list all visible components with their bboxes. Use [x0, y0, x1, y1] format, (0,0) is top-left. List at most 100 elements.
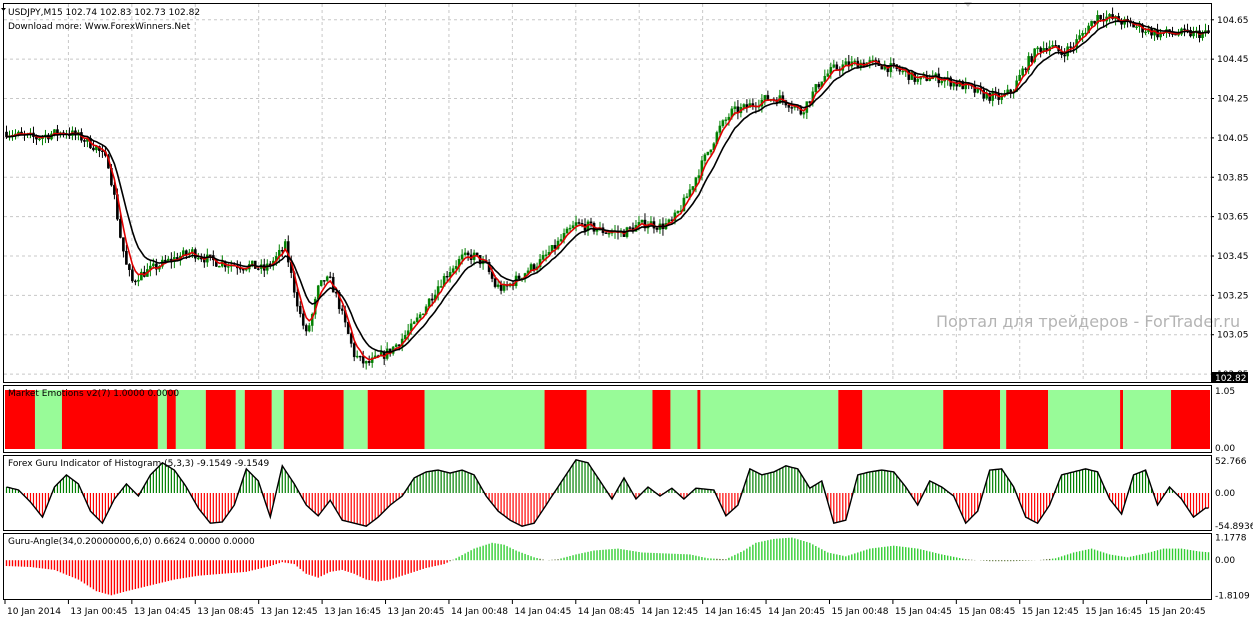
- candle-body: [394, 344, 398, 348]
- emotion-bull-block: [1000, 390, 1007, 449]
- candle-body: [496, 284, 500, 287]
- candle-body: [532, 264, 536, 270]
- shift-marker-icon[interactable]: [964, 2, 972, 7]
- emotion-bear-block: [544, 390, 587, 449]
- candle-body: [691, 186, 695, 190]
- candle-body: [826, 73, 830, 77]
- candle-body: [349, 333, 353, 344]
- candle-body: [1033, 48, 1036, 62]
- candle-body: [571, 225, 575, 229]
- emotion-bull-block: [700, 390, 839, 449]
- angle-tick-label: -1.8109: [1215, 591, 1250, 601]
- candle-body: [685, 196, 689, 199]
- time-tick-label: 15 Jan 20:45: [1149, 607, 1206, 617]
- emotion-bull-block: [1123, 390, 1172, 449]
- candle-body: [988, 92, 991, 101]
- time-tick-label: 13 Jan 00:45: [70, 607, 127, 617]
- candle-body: [352, 343, 356, 358]
- candle-body: [131, 269, 134, 282]
- candle-body: [580, 223, 584, 225]
- current-price-tag: 102.82: [1212, 372, 1248, 384]
- emotion-bull-block: [586, 390, 653, 449]
- emotion-bear-block: [1120, 390, 1124, 449]
- candle-body: [817, 84, 821, 88]
- candle-body: [1096, 14, 1099, 24]
- candle-body: [256, 268, 260, 270]
- candle-body: [577, 222, 581, 224]
- candle-body: [790, 107, 794, 109]
- candle-body: [628, 227, 632, 229]
- candle-body: [295, 292, 299, 307]
- candle-body: [92, 147, 95, 151]
- candle-body: [1078, 35, 1081, 40]
- candle-body: [595, 229, 599, 232]
- candle-body: [706, 151, 710, 155]
- candle-body: [119, 218, 122, 238]
- candle-body: [1144, 31, 1147, 34]
- candle-body: [724, 119, 728, 121]
- market-emotions-pane[interactable]: [5, 390, 1210, 449]
- candle-body: [298, 305, 302, 314]
- candle-body: [1135, 26, 1138, 28]
- candle-body: [1030, 56, 1033, 62]
- guru-angle-pane[interactable]: [5, 537, 1210, 596]
- candle-body: [1024, 68, 1027, 70]
- time-tick-label: 14 Jan 04:45: [514, 607, 571, 617]
- candle-body: [832, 64, 836, 68]
- angle-tick-label: 0.00: [1215, 556, 1235, 566]
- candle-body: [640, 219, 644, 223]
- candle-body: [835, 64, 839, 70]
- candle-body: [454, 266, 458, 269]
- candle-body: [568, 227, 572, 230]
- candle-body: [125, 250, 128, 265]
- candle-body: [1090, 20, 1093, 27]
- candle-body: [152, 263, 155, 267]
- candle-body: [607, 232, 611, 235]
- price-pane-frame: [3, 3, 1212, 383]
- candle-body: [322, 280, 326, 282]
- candle-body: [799, 107, 803, 115]
- time-tick-label: 13 Jan 20:45: [388, 607, 445, 617]
- candle-body: [140, 271, 143, 281]
- candle-body: [1021, 68, 1024, 76]
- candle-body: [502, 284, 506, 291]
- candle-body: [721, 120, 725, 127]
- candle-body: [415, 317, 419, 323]
- candle-body: [889, 63, 893, 73]
- candle-body: [325, 276, 329, 281]
- candle-body: [319, 280, 323, 286]
- forex-guru-histogram-pane[interactable]: [5, 458, 1210, 527]
- price-tick-label: 104.05: [1217, 134, 1249, 144]
- candle-body: [1081, 32, 1084, 36]
- emotion-bear-block: [244, 390, 272, 449]
- candle-body: [137, 279, 140, 282]
- time-tick-label: 14 Jan 20:45: [768, 607, 825, 617]
- candle-body: [307, 325, 311, 332]
- candle-body: [304, 325, 308, 332]
- emotion-bull-block: [670, 390, 698, 449]
- candle-body: [727, 116, 731, 120]
- emotion-bear-block: [652, 390, 671, 449]
- watermark: Портал для трейдеров - ForTrader.ru: [936, 312, 1240, 331]
- candle-body: [367, 361, 371, 363]
- emotion-bear-block: [367, 390, 425, 449]
- candle-body: [155, 263, 158, 270]
- candle-body: [113, 184, 116, 195]
- time-tick-label: 14 Jan 08:45: [578, 607, 635, 617]
- candle-body: [328, 276, 332, 278]
- price-tick-label: 103.25: [1217, 291, 1249, 301]
- candle-body: [134, 280, 137, 283]
- candle-body: [553, 245, 557, 249]
- time-tick-label: 13 Jan 16:45: [324, 607, 381, 617]
- y-axis-labels: 104.65 104.45 104.25 104.05 103.85 103.65 103.…: [1211, 16, 1253, 601]
- price-pane[interactable]: Портал для трейдеров - ForTrader.ru USDJ…: [1, 2, 1240, 370]
- candle-body: [703, 154, 707, 161]
- candle-body: [901, 70, 905, 73]
- time-tick-label: 14 Jan 16:45: [705, 607, 762, 617]
- angle-tick-label: 1.1778: [1215, 533, 1247, 543]
- emotion-bear-block: [166, 390, 176, 449]
- price-tick-label: 103.85: [1217, 173, 1249, 183]
- candle-body: [463, 252, 467, 256]
- candle-body: [991, 92, 994, 101]
